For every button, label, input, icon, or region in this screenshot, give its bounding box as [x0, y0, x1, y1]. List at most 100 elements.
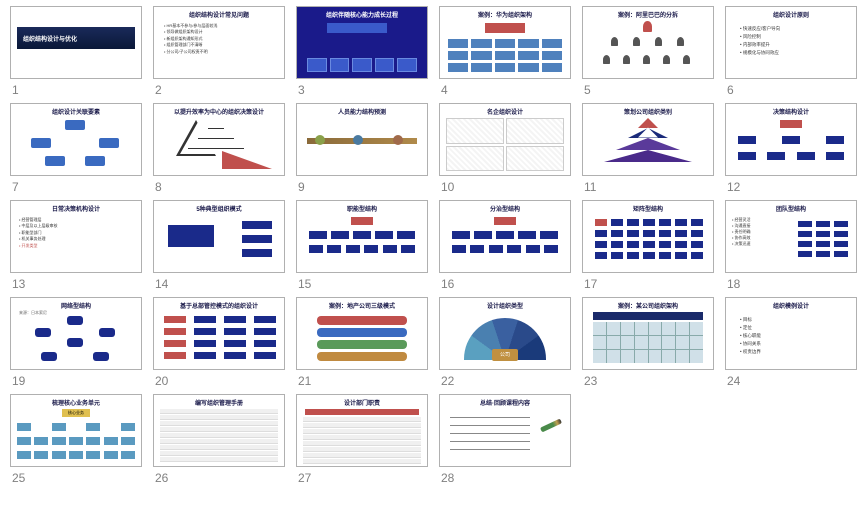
slide-number: 28 [439, 467, 571, 485]
matrix-cell [643, 230, 655, 237]
slide-thumb-4[interactable]: 案例：华为组织架构 [439, 6, 571, 79]
slide-number: 2 [153, 79, 285, 97]
slide-thumb-25[interactable]: 梳理核心业务单元核心业务 [10, 394, 142, 467]
slide-sorter-grid: 组织结构设计与优化 1 组织结构设计常见问题HR基本不参与/参与层面较浅领导做组织架… [10, 6, 852, 485]
slide-thumb-1[interactable]: 组织结构设计与优化 [10, 6, 142, 79]
person-icon [663, 55, 670, 64]
blue-box [194, 328, 216, 335]
slide-number: 1 [10, 79, 142, 97]
slide-thumb-21[interactable]: 案例：地产公司三级模式 [296, 297, 428, 370]
slide-title: 以提升效率为中心的组织决策设计 [154, 107, 284, 116]
matrix-cell [643, 219, 655, 226]
slide-thumb-2[interactable]: 组织结构设计常见问题HR基本不参与/参与层面较浅领导做组织架构设计新组织架构通知… [153, 6, 285, 79]
person-icon [633, 37, 640, 46]
matrix-cell [627, 219, 639, 226]
dot [393, 135, 403, 145]
pyramid-layer [638, 118, 658, 128]
matrix-cell [611, 252, 623, 259]
team-node [834, 231, 848, 237]
slide-thumb-12[interactable]: 决策结构设计 [725, 103, 857, 176]
org-row [448, 51, 562, 60]
cover-title-bar: 组织结构设计与优化 [17, 27, 135, 49]
red-box [164, 316, 186, 323]
matrix-cell [611, 230, 623, 237]
line [450, 433, 530, 434]
slide-thumb-26[interactable]: 编写组织管理手册 [153, 394, 285, 467]
slide-cell-10: 名企组织设计10 [439, 103, 571, 194]
slide-cell-15: 职能型结构15 [296, 200, 428, 291]
slide-title: 案例：某公司组织架构 [583, 301, 713, 310]
slide-thumb-15[interactable]: 职能型结构 [296, 200, 428, 273]
team-node [798, 251, 812, 257]
bullet-list: 快速反应/客户导向风险控制内部效率提升规模化与协同效应 [732, 21, 850, 74]
slide-thumb-17[interactable]: 矩阵型结构 [582, 200, 714, 273]
matrix-cell [643, 241, 655, 248]
slide-cell-21: 案例：地产公司三级模式21 [296, 297, 428, 388]
matrix-cell [691, 252, 703, 259]
slide-thumb-24[interactable]: 组织模例设计目标定位核心职能协同关系权责边界 [725, 297, 857, 370]
slide-title: 矩阵型结构 [583, 204, 713, 213]
slide-thumb-14[interactable]: 5种典型组织模式 [153, 200, 285, 273]
person-icon [655, 37, 662, 46]
slide-number: 6 [725, 79, 857, 97]
slide-thumb-11[interactable]: 策划公司组织类别 [582, 103, 714, 176]
slide-thumb-16[interactable]: 分治型结构 [439, 200, 571, 273]
slide-thumb-9[interactable]: 人员能力结构预测 [296, 103, 428, 176]
line [450, 449, 530, 450]
pyramid-layer [628, 128, 668, 138]
slide-number: 15 [296, 273, 428, 291]
slide-thumb-3[interactable]: 组织伴随核心能力成长过程 [296, 6, 428, 79]
line [450, 441, 530, 442]
person-icon [643, 55, 650, 64]
slide-cell-25: 梳理核心业务单元核心业务25 [10, 394, 142, 485]
matrix-cell [659, 219, 671, 226]
slide-thumb-7[interactable]: 组织设计关联要素 [10, 103, 142, 176]
slide-thumb-13[interactable]: 日常决策机构设计经营管理层中层及以上层级审核职能型部门机关事务处理开发类型 [10, 200, 142, 273]
matrix-cell [595, 252, 607, 259]
slide-title: 组织伴随核心能力成长过程 [297, 10, 427, 19]
slide-cell-4: 案例：华为组织架构4 [439, 6, 571, 97]
org-row [448, 63, 562, 72]
slide-cell-16: 分治型结构16 [439, 200, 571, 291]
slide-thumb-5[interactable]: 案例：阿里巴巴的分拆 [582, 6, 714, 79]
org-top [351, 217, 373, 225]
slide-number: 21 [296, 370, 428, 388]
blue-box [254, 340, 276, 347]
slide-cell-26: 编写组织管理手册26 [153, 394, 285, 485]
slide-title: 团队型结构 [726, 204, 856, 213]
slide-number: 16 [439, 273, 571, 291]
network-node [67, 338, 83, 347]
slide-thumb-18[interactable]: 团队型结构经营灵活沟通直接责任明确协作高效决策迅速 [725, 200, 857, 273]
team-node [834, 251, 848, 257]
blue-box [224, 340, 246, 347]
level-bar [317, 316, 407, 325]
slide-number: 14 [153, 273, 285, 291]
slide-thumb-6[interactable]: 组织设计原则快速反应/客户导向风险控制内部效率提升规模化与协同效应 [725, 6, 857, 79]
slide-thumb-28[interactable]: 总结·回顾课程内容 [439, 394, 571, 467]
slide-thumb-27[interactable]: 设计部门职责 [296, 394, 428, 467]
slide-thumb-20[interactable]: 基于总部管控模式的组织设计 [153, 297, 285, 370]
node [65, 120, 85, 130]
org-row [17, 451, 135, 459]
header-bar [593, 312, 703, 320]
slide-thumb-10[interactable]: 名企组织设计 [439, 103, 571, 176]
network-node [35, 328, 51, 337]
team-node [834, 241, 848, 247]
red-box [164, 352, 186, 359]
slide-thumb-23[interactable]: 案例：某公司组织架构 [582, 297, 714, 370]
network-node [93, 352, 109, 361]
slide-number: 13 [10, 273, 142, 291]
pen-icon [540, 419, 562, 433]
slide-number: 5 [582, 79, 714, 97]
team-node [816, 221, 830, 227]
slide-thumb-19[interactable]: 网络型结构来源：日本索尼 [10, 297, 142, 370]
slide-thumb-8[interactable]: 以提升效率为中心的组织决策设计 [153, 103, 285, 176]
slide-cell-20: 基于总部管控模式的组织设计20 [153, 297, 285, 388]
matrix-cell [675, 219, 687, 226]
top-box [327, 23, 387, 33]
slide-cell-23: 案例：某公司组织架构23 [582, 297, 714, 388]
slide-thumb-22[interactable]: 设计组织类型公司 [439, 297, 571, 370]
blue-box [194, 352, 216, 359]
slide-number: 18 [725, 273, 857, 291]
dot [353, 135, 363, 145]
